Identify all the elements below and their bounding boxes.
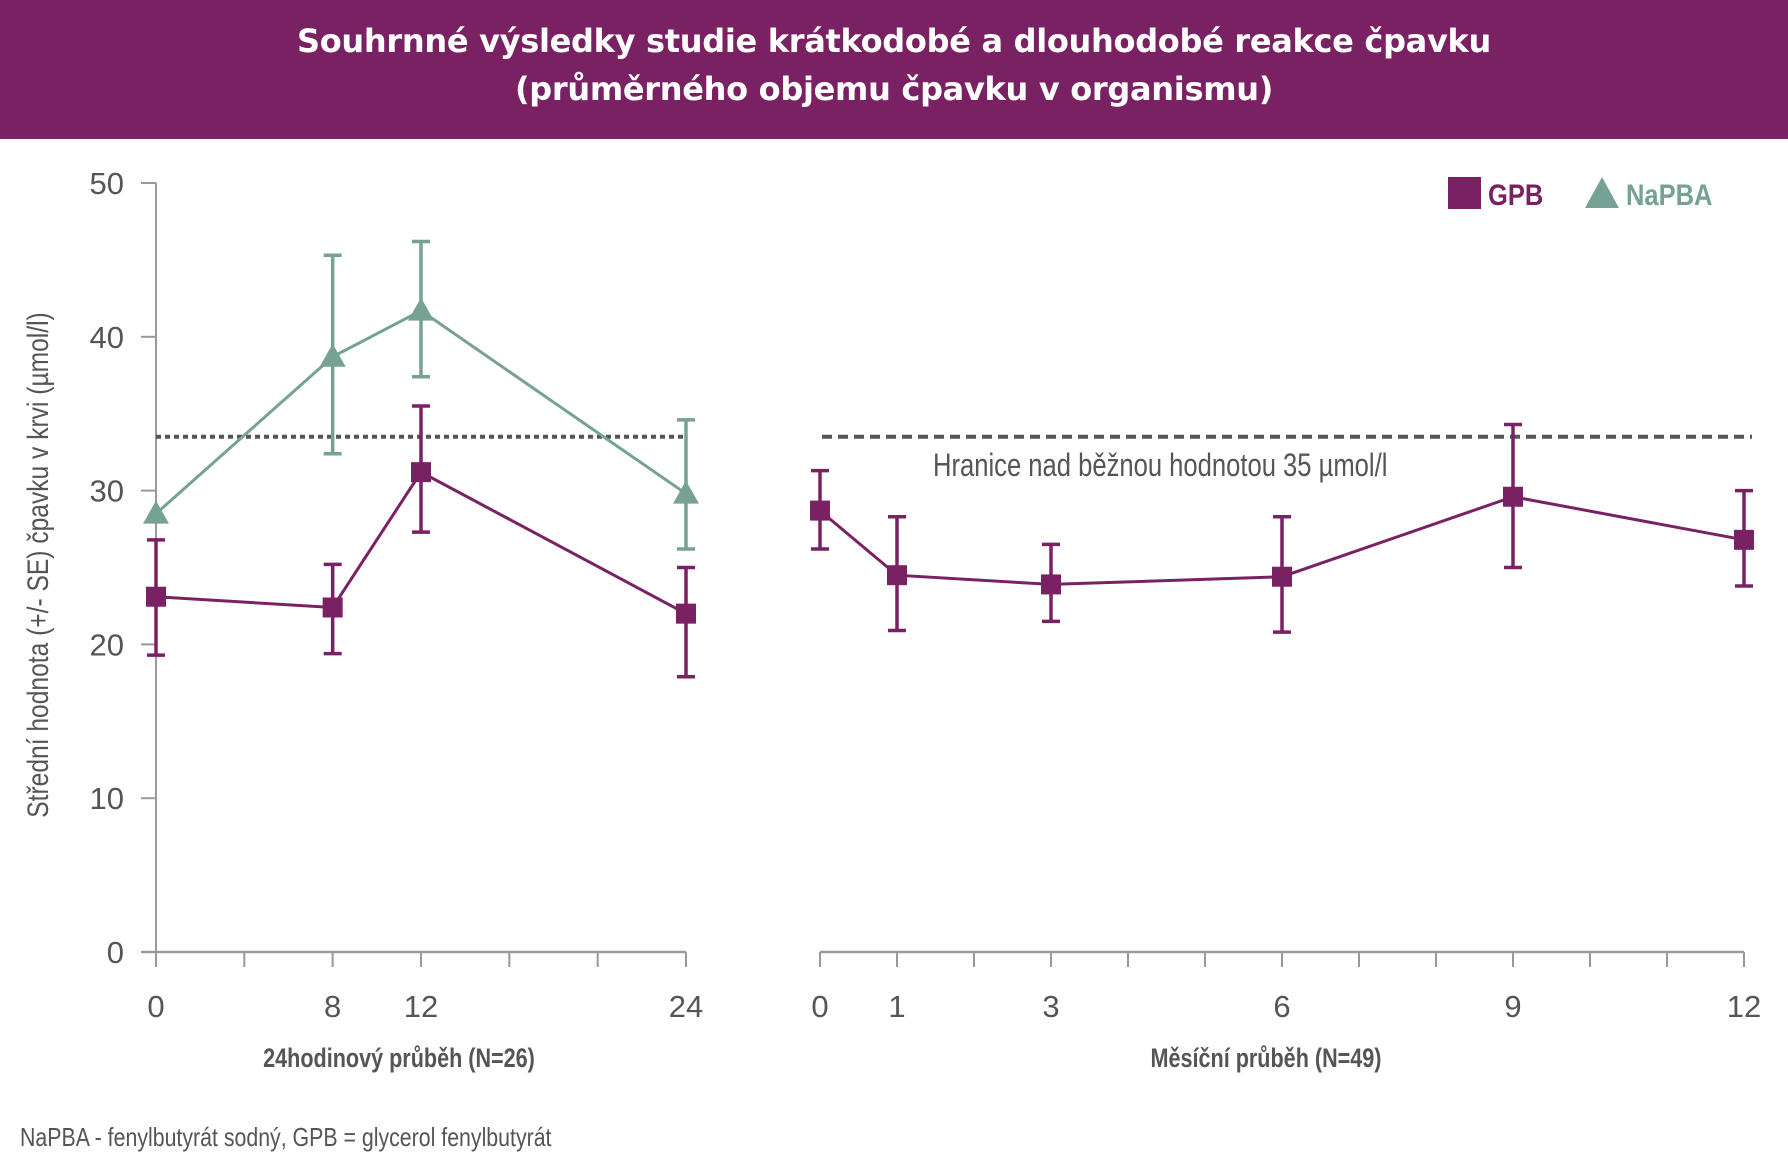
x-tick-label: 0 (147, 989, 164, 1024)
data-point-napba (143, 500, 169, 524)
y-tick-label: 0 (107, 935, 124, 970)
data-point-napba (319, 343, 346, 367)
x-tick-label: 6 (1273, 989, 1290, 1024)
y-tick-label: 50 (90, 166, 124, 201)
x-tick-label: 24 (669, 989, 703, 1024)
data-point-gpb (322, 597, 343, 618)
data-point-gpb (1272, 566, 1292, 587)
legend-napba-label: NaPBA (1626, 178, 1712, 211)
y-tick-label: 40 (90, 320, 124, 355)
data-point-gpb (1041, 574, 1061, 595)
data-point-gpb (1734, 529, 1754, 550)
legend-napba-marker (1585, 177, 1619, 208)
x-tick-label: 0 (811, 989, 828, 1024)
series-line (155, 470, 687, 615)
x-tick-label: 9 (1504, 989, 1521, 1024)
legend-gpb-marker (1448, 177, 1481, 209)
x-tick-label: 12 (404, 989, 438, 1024)
x-axis-label-24h: 24hodinový průběh (N=26) (263, 1044, 535, 1074)
series-napba (143, 239, 699, 551)
data-point-gpb (1503, 486, 1523, 507)
y-tick-label: 20 (90, 627, 124, 662)
x-tick-label: 8 (324, 989, 341, 1024)
series-gpb (810, 422, 1754, 634)
series-line (155, 308, 687, 515)
data-point-gpb (887, 565, 907, 586)
title-banner: Souhrnné výsledky studie krátkodobé a dl… (0, 0, 1788, 139)
legend-gpb-label: GPB (1488, 178, 1543, 211)
data-point-gpb (676, 603, 696, 624)
data-point-napba (408, 297, 434, 321)
y-tick-label: 30 (90, 474, 124, 509)
y-axis-label: Střední hodnota (+/- SE) čpavku v krvi (… (21, 312, 55, 817)
x-axis-label-months: Měsíční průběh (N=49) (1151, 1044, 1382, 1074)
data-point-gpb (810, 500, 830, 521)
series-gpb (146, 404, 696, 679)
x-tick-label: 12 (1727, 989, 1761, 1024)
chart-title-line-1: Souhrnné výsledky studie krátkodobé a dl… (297, 22, 1491, 60)
x-tick-label: 1 (888, 989, 905, 1024)
series-line (819, 495, 1745, 586)
data-point-gpb (146, 586, 166, 607)
footnote: NaPBA - fenylbutyrát sodný, GPB = glycer… (20, 1122, 552, 1152)
plot-area: 0 10 20 30 40 50 0 8 12 24 0 1 3 6 9 12 (90, 166, 1762, 1024)
y-tick-label: 10 (90, 781, 124, 816)
data-point-napba (673, 480, 699, 504)
data-point-gpb (411, 462, 431, 483)
x-tick-label: 3 (1042, 989, 1059, 1024)
legend: GPB NaPBA (1448, 177, 1712, 211)
threshold-label: Hranice nad běžnou hodnotou 35 µmol/l (933, 448, 1387, 483)
chart-title-line-2: (průměrného objemu čpavku v organismu) (514, 70, 1274, 108)
